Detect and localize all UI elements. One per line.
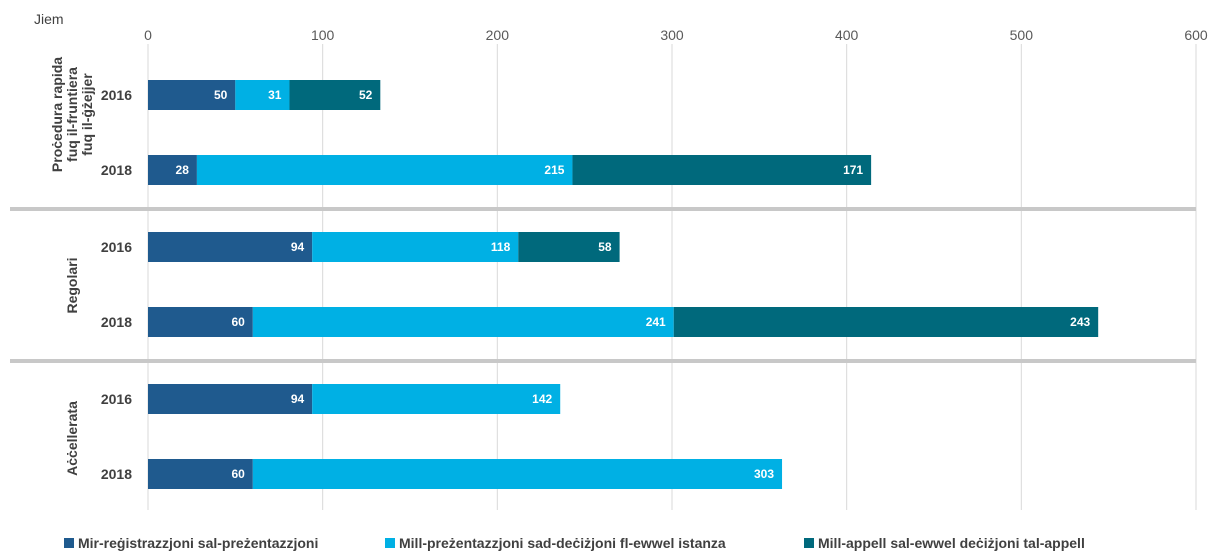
legend-label: Mill-preżentazzjoni sad-deċiżjoni fl-eww… xyxy=(399,535,726,551)
unit-label: Jiem xyxy=(34,11,64,27)
data-label: 241 xyxy=(646,315,666,329)
x-tick-label: 0 xyxy=(144,27,152,43)
legend: Mir-reġistrazzjoni sal-preżentazzjoni Mil… xyxy=(64,535,1085,551)
group-label: Aċċellerata xyxy=(64,401,80,476)
year-label: 2018 xyxy=(101,162,132,178)
data-label: 28 xyxy=(176,163,190,177)
data-label: 60 xyxy=(231,467,245,481)
bar-segment xyxy=(252,459,783,489)
bar-segment xyxy=(235,80,290,110)
data-label: 171 xyxy=(843,163,863,177)
x-tick-label: 400 xyxy=(835,27,859,43)
bar-segment xyxy=(148,384,313,414)
legend-label: Mill-appell sal-ewwel deċiżjoni tal-appe… xyxy=(818,535,1085,551)
bar-segment xyxy=(673,307,1099,337)
x-axis-ticks: 0 100 200 300 400 500 600 xyxy=(144,27,1208,43)
year-label: 2016 xyxy=(101,239,132,255)
bar-segment xyxy=(148,80,236,110)
group-label: fuq il-fruntiera xyxy=(64,67,80,162)
group-label: fuq il-ġżejjer xyxy=(79,73,95,156)
x-tick-label: 100 xyxy=(311,27,335,43)
year-label: 2018 xyxy=(101,466,132,482)
x-tick-label: 500 xyxy=(1010,27,1034,43)
data-label: 50 xyxy=(214,88,228,102)
bar-segment xyxy=(252,307,674,337)
data-label: 58 xyxy=(598,240,612,254)
group-label: Regolari xyxy=(64,257,80,313)
group-label: Proċedura rapida xyxy=(49,57,65,172)
gridlines xyxy=(147,44,1197,510)
data-label: 94 xyxy=(291,240,305,254)
bar-segment xyxy=(312,232,519,262)
x-tick-label: 200 xyxy=(486,27,510,43)
x-tick-label: 600 xyxy=(1184,27,1208,43)
bars: 50 31 52 28 215 171 94 118 58 60 241 243 94 142 60 303 xyxy=(148,80,1099,489)
data-label: 215 xyxy=(544,163,564,177)
bar-segment xyxy=(148,459,253,489)
bar-segment xyxy=(518,232,620,262)
data-label: 52 xyxy=(359,88,373,102)
data-label: 243 xyxy=(1070,315,1090,329)
group-separators xyxy=(10,207,1196,363)
data-label: 31 xyxy=(268,88,282,102)
x-tick-label: 300 xyxy=(660,27,684,43)
legend-swatch xyxy=(804,538,814,548)
year-label: 2016 xyxy=(101,87,132,103)
bar-segment xyxy=(572,155,872,185)
data-label: 303 xyxy=(754,467,774,481)
data-label: 142 xyxy=(532,392,552,406)
year-label: 2018 xyxy=(101,314,132,330)
category-labels: Proċedura rapida fuq il-fruntiera fuq il-ġ… xyxy=(49,57,132,482)
bar-segment xyxy=(289,80,381,110)
bar-segment xyxy=(196,155,573,185)
data-label: 60 xyxy=(231,315,245,329)
bar-segment xyxy=(148,232,313,262)
legend-label: Mir-reġistrazzjoni sal-preżentazzjoni xyxy=(78,535,318,551)
data-label: 118 xyxy=(491,240,511,254)
data-label: 94 xyxy=(291,392,305,406)
year-label: 2016 xyxy=(101,391,132,407)
legend-swatch xyxy=(64,538,74,548)
legend-swatch xyxy=(385,538,395,548)
bar-segment xyxy=(148,307,253,337)
bar-segment xyxy=(312,384,561,414)
bar-segment xyxy=(148,155,197,185)
